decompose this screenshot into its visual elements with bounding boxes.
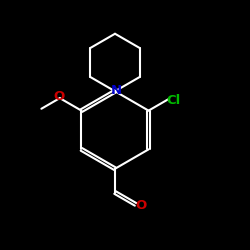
Text: N: N [111,84,122,96]
Text: O: O [53,90,64,102]
Text: O: O [136,199,147,212]
Text: Cl: Cl [166,94,181,107]
